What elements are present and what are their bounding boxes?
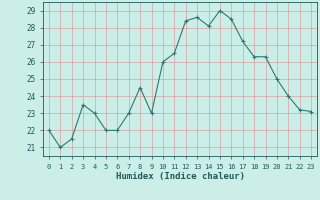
X-axis label: Humidex (Indice chaleur): Humidex (Indice chaleur) [116, 172, 244, 181]
